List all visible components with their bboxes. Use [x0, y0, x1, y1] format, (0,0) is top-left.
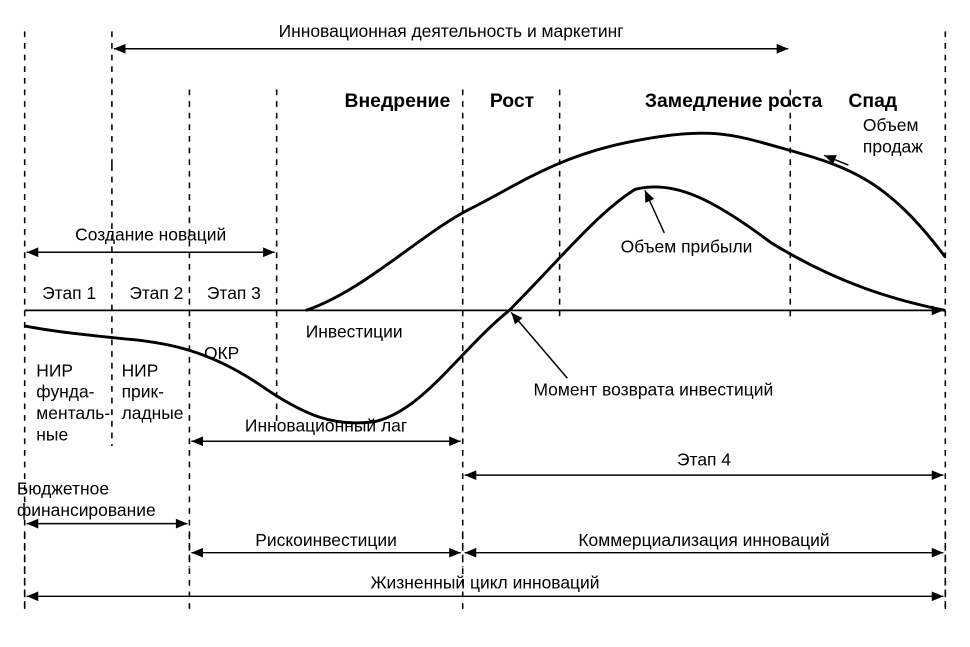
phase-label: Внедрение	[344, 90, 450, 112]
stage-label: Этап 2	[129, 283, 183, 303]
innovation-lifecycle-diagram: Инновационная деятельность и маркетинг Вн…	[10, 10, 960, 637]
phase-label: Рост	[490, 90, 534, 112]
risk-invest-label: Рискоинвестиции	[255, 530, 397, 550]
roi-moment-label: Момент возврата инвестиций	[533, 380, 773, 400]
top-span-label: Инновационная деятельность и маркетинг	[279, 21, 624, 41]
stage-label: Этап 1	[42, 283, 96, 303]
phase-label: Спад	[848, 90, 897, 112]
profit-label: Объем прибыли	[621, 236, 753, 256]
sales-label: Объемпродаж	[863, 115, 923, 156]
investments-label: Инвестиции	[306, 322, 403, 342]
innovation-lag-label: Инновационный лаг	[245, 416, 407, 436]
stage-label: Этап 3	[207, 283, 261, 303]
commercialization-label: Коммерциализация инноваций	[578, 530, 829, 550]
lifecycle-label: Жизненный цикл инноваций	[370, 573, 599, 593]
okr-label: ОКР	[204, 343, 239, 363]
create-novations-label: Создание новаций	[75, 225, 226, 245]
phase-label: Замедление роста	[645, 90, 823, 112]
stage4-label: Этап 4	[677, 449, 731, 469]
